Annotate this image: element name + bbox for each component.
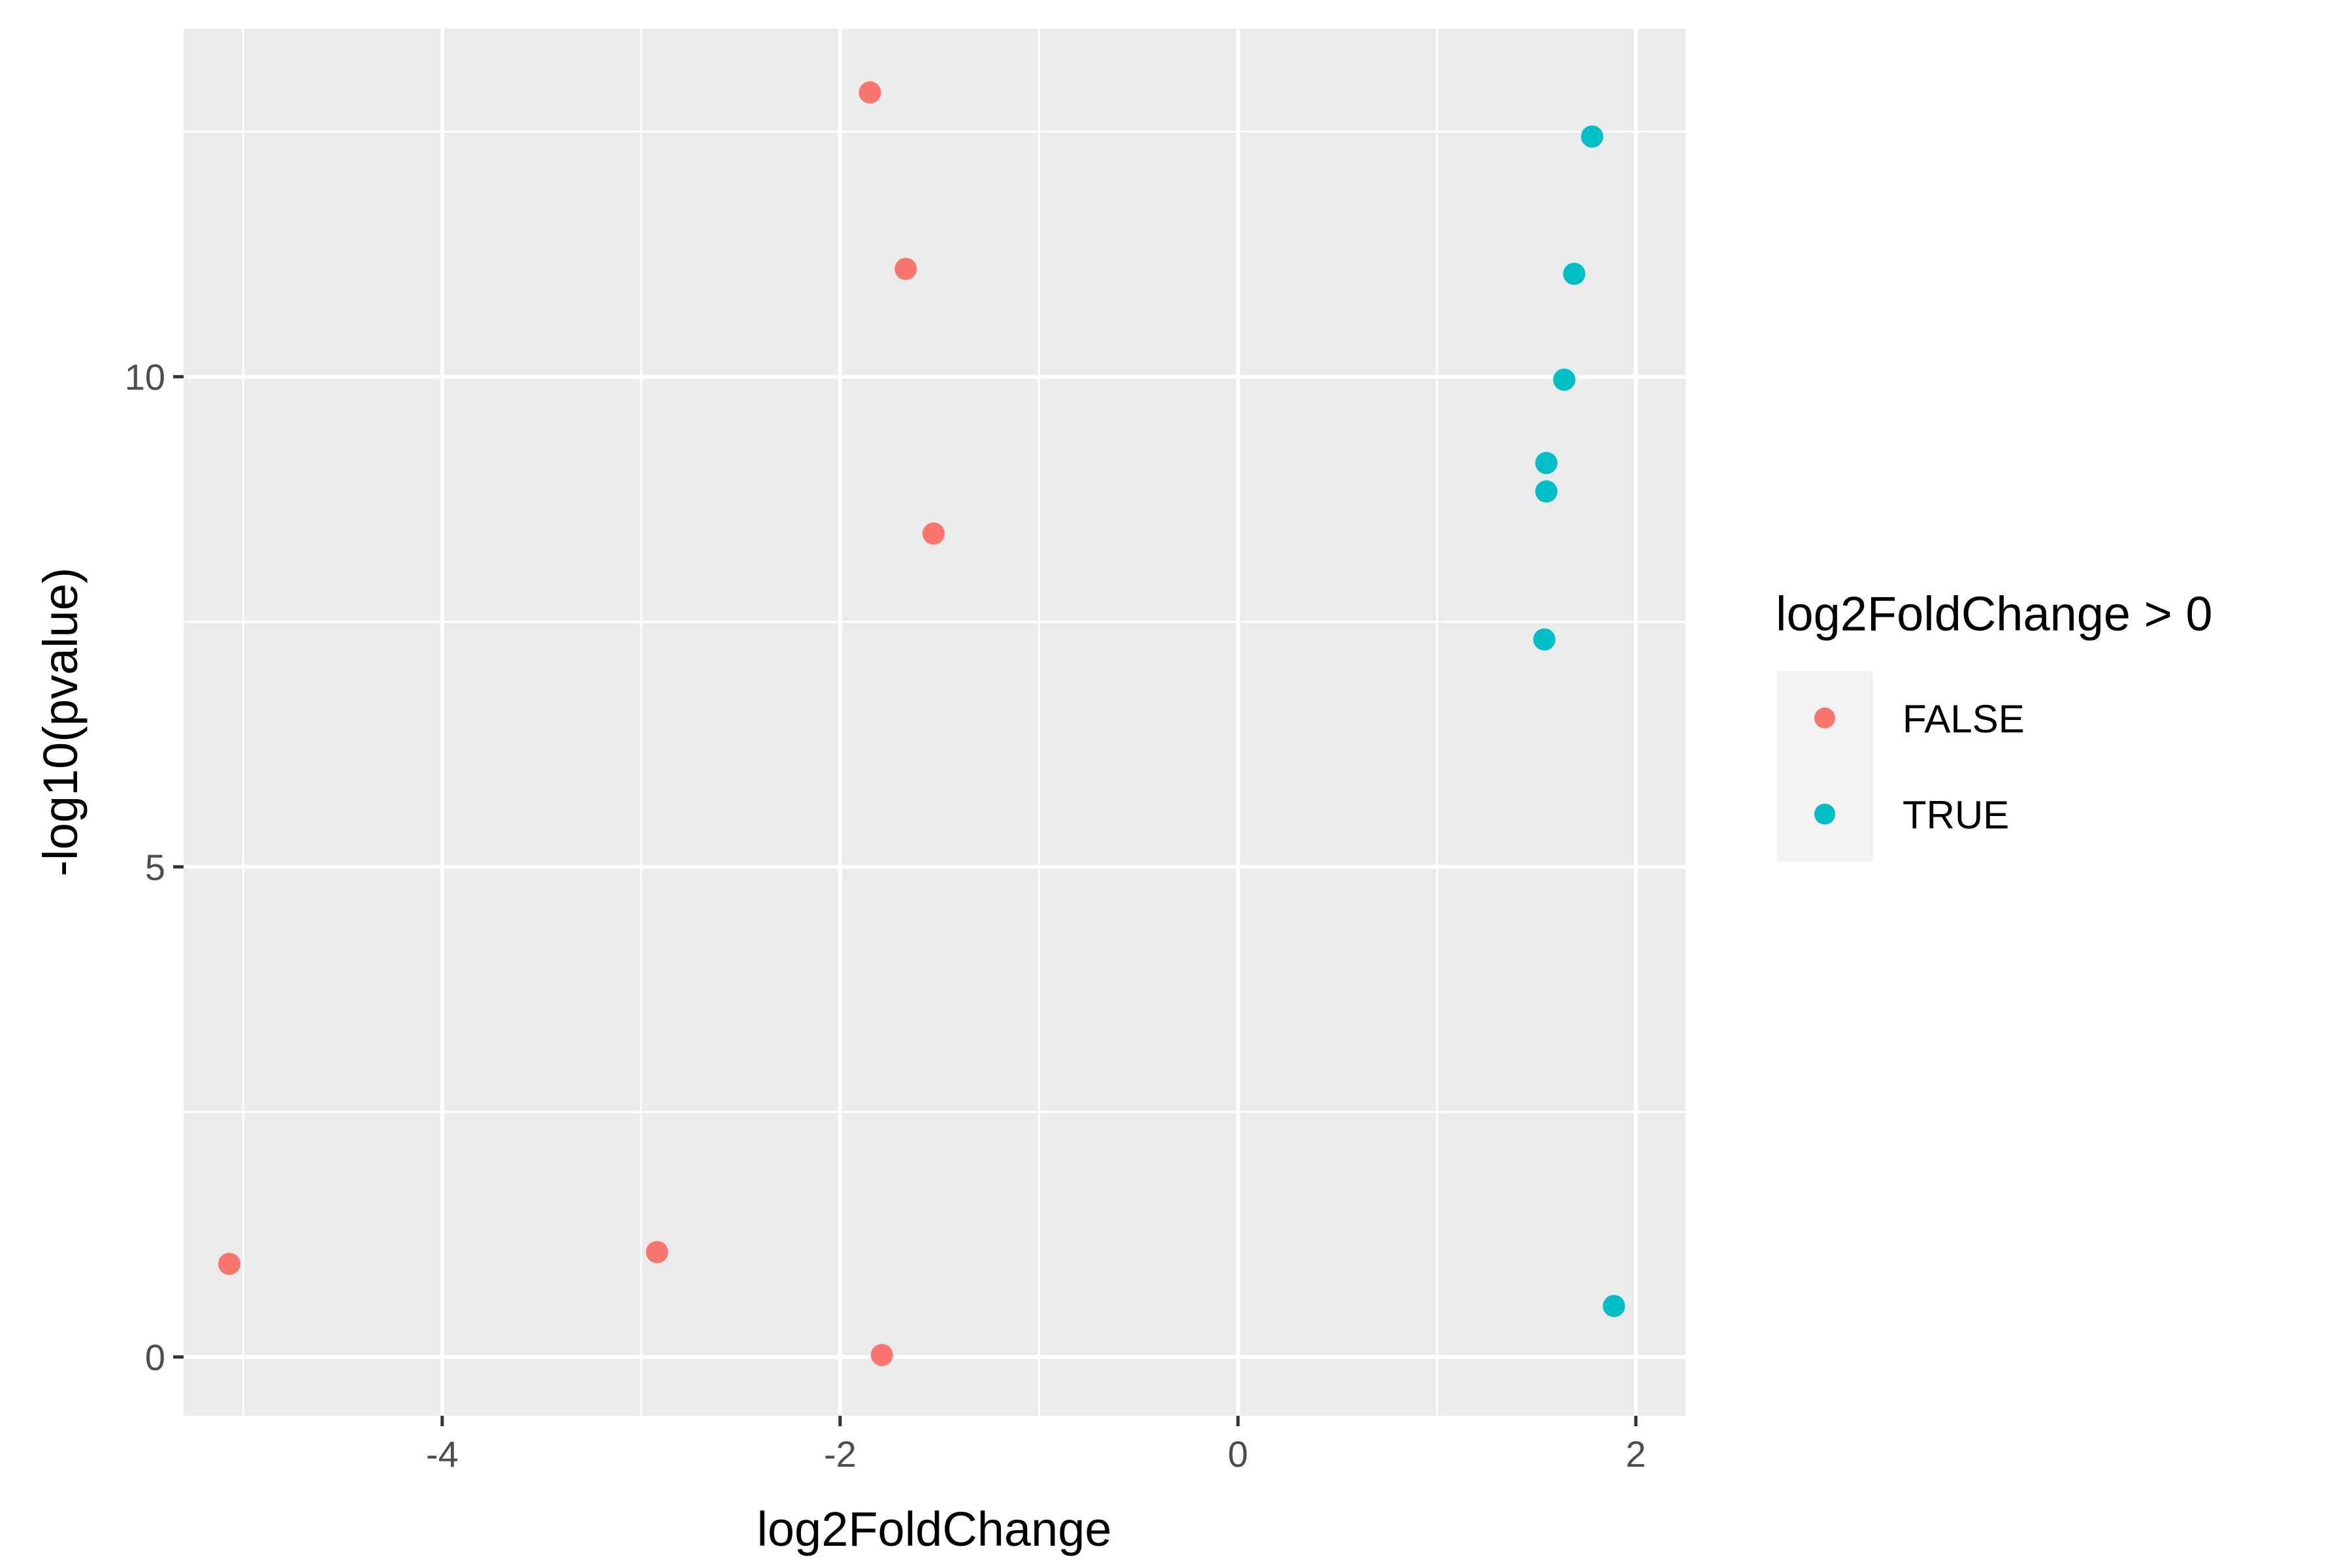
data-point-true: [1603, 1294, 1625, 1317]
x-tick-label: 0: [1228, 1433, 1248, 1475]
data-points: [218, 81, 1625, 1366]
x-tick-label: 2: [1625, 1433, 1646, 1475]
data-point-true: [1535, 480, 1558, 503]
data-point-false: [218, 1252, 241, 1275]
legend-title: log2FoldChange > 0: [1776, 587, 2213, 641]
legend-key-background: [1777, 671, 1873, 862]
legend-key-false: [1814, 708, 1835, 728]
y-tick-label: 10: [125, 357, 165, 398]
x-axis-ticks: -4 -2 0 2: [426, 1416, 1646, 1475]
data-point-true: [1553, 368, 1576, 391]
data-point-false: [894, 257, 917, 280]
y-tick-label: 0: [145, 1337, 165, 1378]
major-gridlines: [184, 29, 1686, 1416]
legend-key-true: [1814, 804, 1835, 825]
data-point-false: [858, 81, 881, 104]
data-point-true: [1563, 263, 1586, 286]
legend-label-false: FALSE: [1903, 697, 2025, 741]
legend-label-true: TRUE: [1903, 793, 2009, 837]
data-point-false: [870, 1343, 893, 1366]
minor-gridlines: [184, 29, 1686, 1416]
legend: log2FoldChange > 0 FALSE TRUE: [1776, 587, 2213, 862]
y-tick-label: 5: [145, 847, 165, 888]
y-axis-title: -log10(pvalue): [33, 567, 88, 876]
plot-panel: [184, 29, 1686, 1416]
data-point-true: [1580, 125, 1603, 148]
x-tick-label: -4: [426, 1433, 459, 1475]
x-tick-label: -2: [824, 1433, 857, 1475]
data-point-true: [1535, 451, 1558, 474]
data-point-false: [922, 522, 945, 545]
data-point-false: [645, 1241, 668, 1264]
y-axis-ticks: 0 5 10: [125, 357, 184, 1378]
data-point-true: [1533, 628, 1556, 651]
x-axis-title: log2FoldChange: [757, 1502, 1111, 1556]
